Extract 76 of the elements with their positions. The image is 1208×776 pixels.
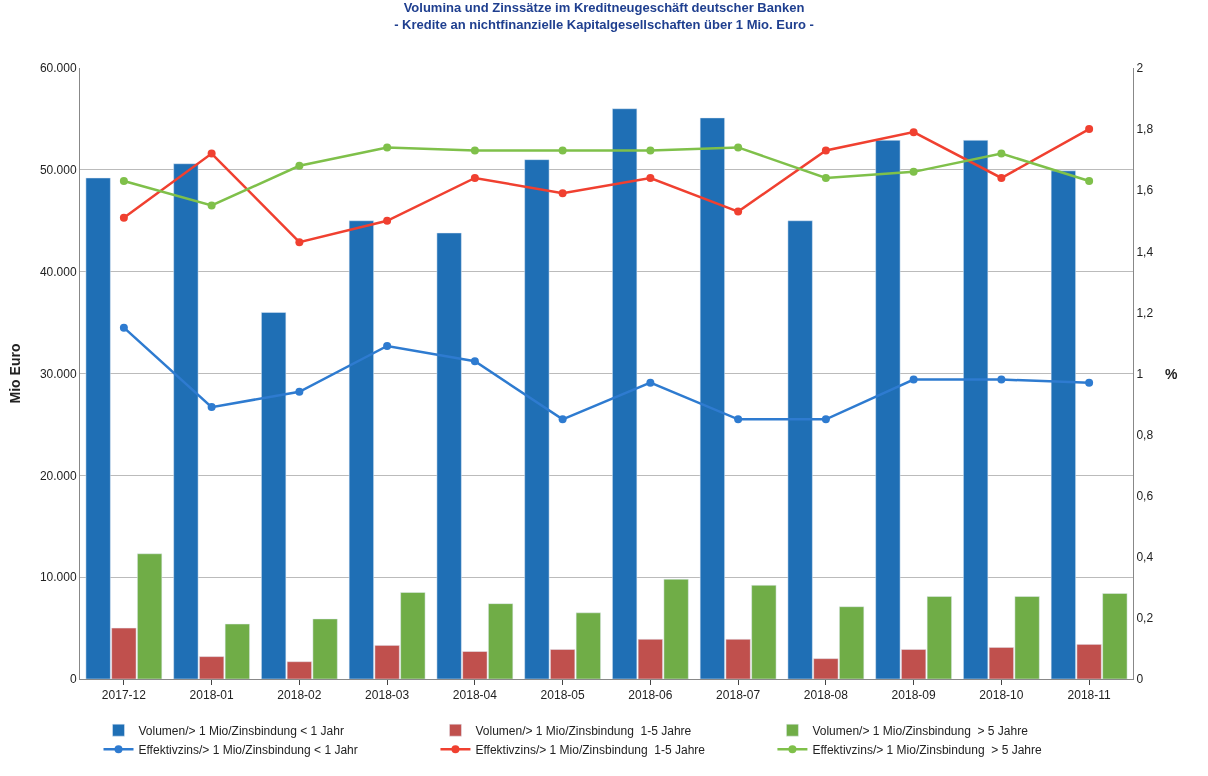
point bbox=[821, 146, 830, 155]
x-tick-label: 2018-05 bbox=[540, 688, 585, 703]
y2-tick-label: 1,2 bbox=[1136, 305, 1154, 320]
point bbox=[295, 238, 304, 247]
x-tick-label: 2018-02 bbox=[277, 688, 322, 703]
chart-title: Volumina und Zinssätze im Kreditneugeschäft deutscher Banken bbox=[403, 0, 805, 15]
x-tick-label: 2018-09 bbox=[891, 688, 936, 703]
point bbox=[119, 323, 128, 332]
point bbox=[997, 375, 1006, 384]
x-tick-label: 2018-11 bbox=[1067, 688, 1112, 703]
legend-label: Effektivzins/> 1 Mio/Zinsbindung < 1 Jahr bbox=[138, 742, 358, 757]
point bbox=[119, 213, 128, 222]
point bbox=[821, 173, 830, 182]
y-tick-label: 40.000 bbox=[39, 264, 77, 279]
y-tick-label: 30.000 bbox=[39, 366, 77, 381]
y2-tick-label: 1,8 bbox=[1136, 122, 1154, 137]
point bbox=[558, 146, 567, 155]
point bbox=[383, 216, 392, 225]
x-tick-label: 2018-01 bbox=[189, 688, 234, 703]
point bbox=[295, 387, 304, 396]
x-tick-label: 2017-12 bbox=[101, 688, 147, 703]
point bbox=[646, 173, 655, 182]
y-tick-label: 60.000 bbox=[39, 61, 77, 76]
point bbox=[997, 149, 1006, 158]
y2-tick-label: 0,2 bbox=[1136, 611, 1154, 626]
point bbox=[207, 201, 216, 210]
legend-label: Effektivzins/> 1 Mio/Zinsbindung 1-5 Jahre bbox=[475, 742, 706, 757]
point bbox=[909, 128, 918, 137]
point bbox=[207, 403, 216, 412]
x-tick-label: 2018-03 bbox=[365, 688, 410, 703]
legend-label: Volumen/> 1 Mio/Zinsbindung < 1 Jahr bbox=[138, 723, 344, 738]
x-tick-label: 2018-04 bbox=[452, 688, 498, 703]
y-tick-label: 10.000 bbox=[39, 570, 77, 585]
y2-tick-label: 1 bbox=[1136, 366, 1144, 381]
point bbox=[119, 177, 128, 186]
point bbox=[646, 146, 655, 155]
y2-tick-label: 0,6 bbox=[1136, 488, 1154, 503]
point bbox=[295, 161, 304, 170]
point bbox=[646, 378, 655, 387]
legend-label: Effektivzins/> 1 Mio/Zinsbindung > 5 Jahre bbox=[812, 742, 1042, 757]
legend-label: Volumen/> 1 Mio/Zinsbindung 1-5 Jahre bbox=[475, 723, 692, 738]
x-tick-label: 2018-07 bbox=[716, 688, 761, 703]
chart-subtitle: - Kredite an nichtfinanzielle Kapitalgesellschaften über 1 Mio. Euro - bbox=[394, 16, 814, 32]
y2-tick-label: 2 bbox=[1136, 61, 1144, 76]
y-axis-title: Mio Euro bbox=[7, 343, 24, 404]
y-tick-label: 50.000 bbox=[39, 163, 77, 178]
y2-tick-label: 0,8 bbox=[1136, 427, 1154, 442]
point bbox=[734, 207, 743, 216]
point bbox=[997, 173, 1006, 182]
y2-tick-label: 1,6 bbox=[1136, 183, 1154, 198]
point bbox=[470, 173, 479, 182]
y2-tick-label: 0 bbox=[1136, 672, 1144, 687]
y2-tick-label: 1,4 bbox=[1136, 244, 1154, 259]
point bbox=[558, 189, 567, 198]
y-tick-label: 20.000 bbox=[39, 468, 77, 483]
point bbox=[558, 415, 567, 424]
point bbox=[821, 415, 830, 424]
point bbox=[1085, 125, 1094, 134]
point bbox=[1085, 177, 1094, 186]
point bbox=[207, 149, 216, 158]
point bbox=[470, 357, 479, 366]
legend-label: Volumen/> 1 Mio/Zinsbindung > 5 Jahre bbox=[812, 723, 1029, 738]
point bbox=[470, 146, 479, 155]
y2-axis-title: % bbox=[1165, 366, 1178, 382]
y-tick-label: 0 bbox=[69, 672, 77, 687]
point bbox=[909, 167, 918, 176]
point bbox=[909, 375, 918, 384]
point bbox=[1085, 378, 1094, 387]
y2-tick-label: 0,4 bbox=[1136, 550, 1154, 564]
x-tick-label: 2018-10 bbox=[979, 688, 1024, 703]
point bbox=[734, 415, 743, 424]
point bbox=[383, 342, 392, 351]
x-tick-label: 2018-06 bbox=[628, 688, 673, 703]
point bbox=[734, 143, 743, 152]
x-tick-label: 2018-08 bbox=[803, 688, 849, 703]
point bbox=[383, 143, 392, 152]
